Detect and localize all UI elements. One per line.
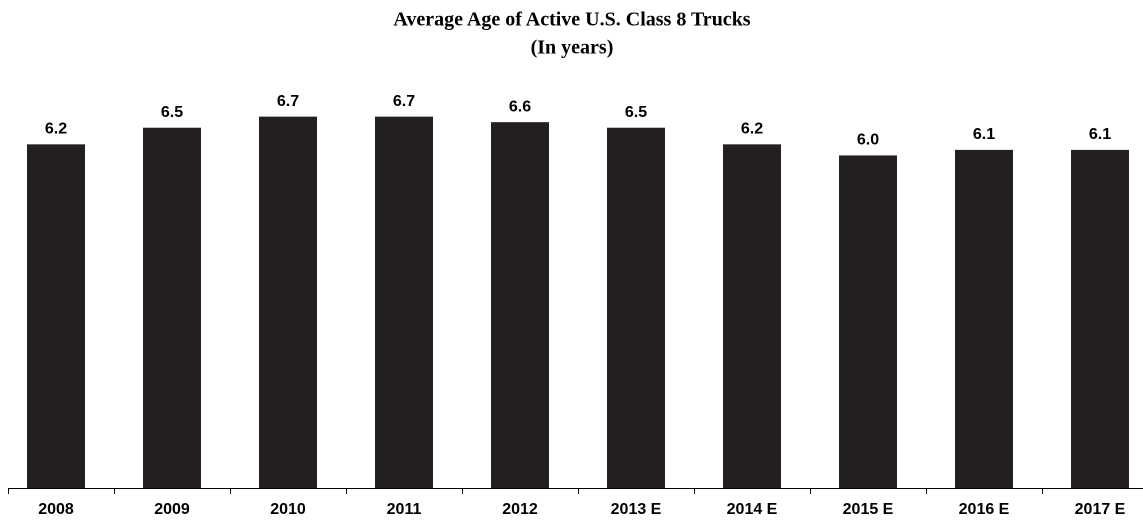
x-tick-label: 2015 E — [843, 501, 894, 518]
data-label: 6.1 — [1089, 126, 1111, 143]
x-tick-label: 2014 E — [727, 501, 778, 518]
bar — [27, 144, 85, 489]
x-tick-label: 2013 E — [611, 501, 662, 518]
data-label: 6.5 — [625, 104, 647, 121]
data-label: 6.7 — [393, 93, 415, 110]
data-label: 6.6 — [509, 98, 531, 115]
data-label: 6.0 — [857, 132, 879, 149]
bar — [143, 127, 201, 488]
x-tick-label: 2010 — [270, 501, 306, 518]
bar — [607, 127, 665, 488]
bar — [723, 144, 781, 489]
x-tick-label: 2008 — [38, 501, 74, 518]
data-label: 6.1 — [973, 126, 995, 143]
bar — [955, 149, 1013, 488]
bar — [375, 116, 433, 488]
data-label: 6.5 — [161, 104, 183, 121]
chart-subtitle: (In years) — [531, 37, 614, 59]
x-tick-label: 2017 E — [1075, 501, 1126, 518]
x-tick-label: 2009 — [154, 501, 190, 518]
bar — [1071, 149, 1129, 488]
x-tick-label: 2012 — [502, 501, 538, 518]
data-label: 6.7 — [277, 93, 299, 110]
bar — [259, 116, 317, 488]
data-label: 6.2 — [741, 121, 763, 138]
chart-title: Average Age of Active U.S. Class 8 Truck… — [393, 9, 750, 31]
x-tick-label: 2016 E — [959, 501, 1010, 518]
bar — [491, 122, 549, 489]
bar — [839, 155, 897, 488]
x-tick-label: 2011 — [387, 501, 422, 518]
data-label: 6.2 — [45, 121, 67, 138]
